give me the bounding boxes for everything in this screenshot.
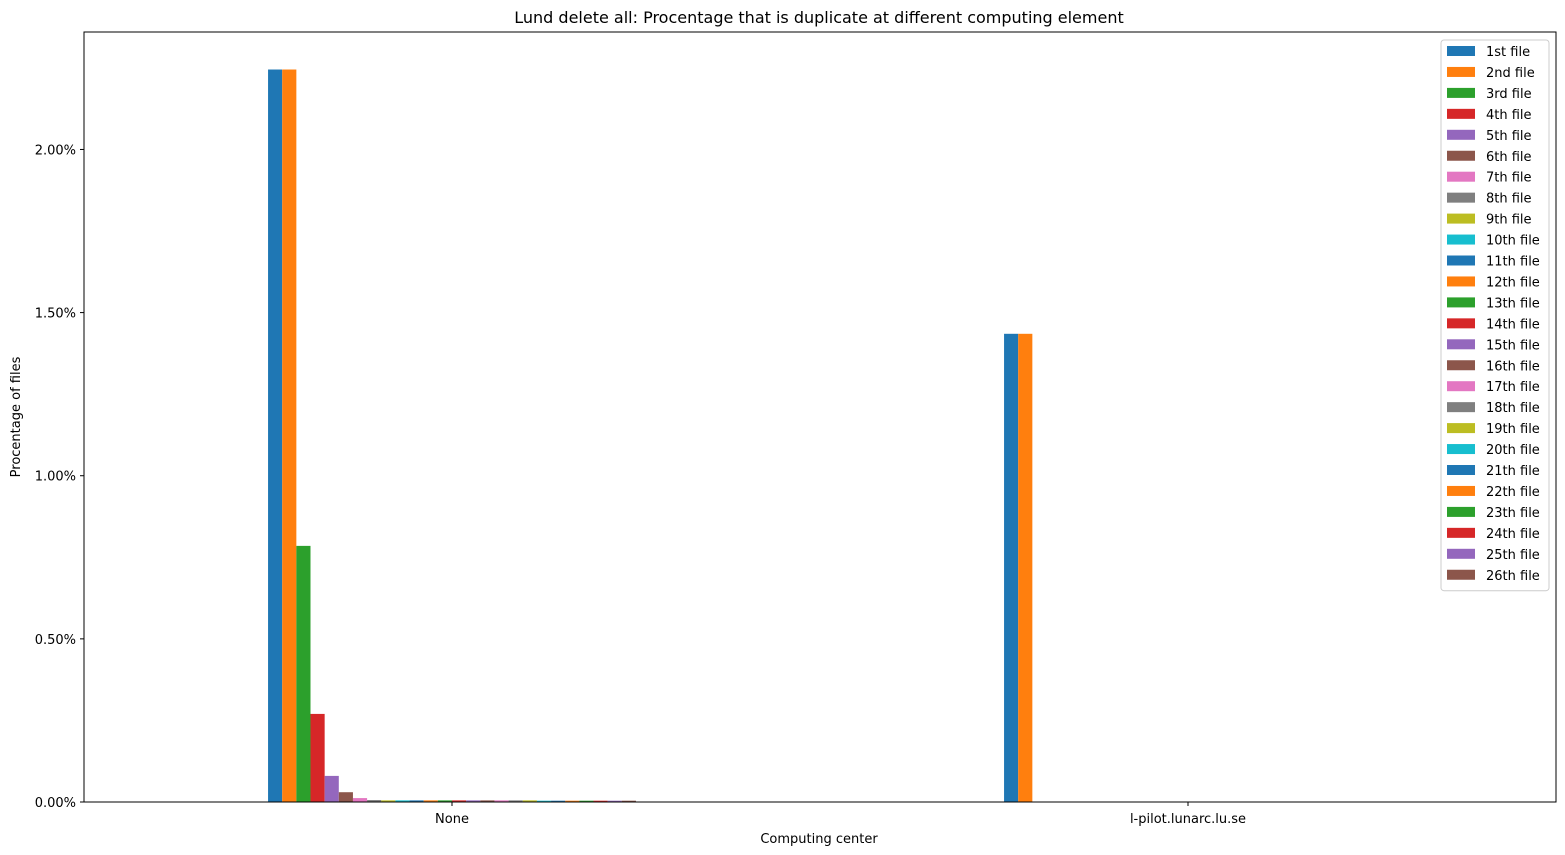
bar	[324, 775, 339, 802]
legend-swatch	[1447, 108, 1475, 119]
legend-swatch	[1447, 87, 1475, 98]
legend-swatch	[1447, 129, 1475, 140]
y-axis-label: Procentage of files	[9, 356, 24, 477]
legend-swatch	[1447, 444, 1475, 455]
legend-swatch	[1447, 318, 1475, 329]
bar	[565, 800, 580, 802]
x-axis-label: Computing center	[760, 832, 878, 847]
legend-label: 5th file	[1486, 129, 1532, 144]
legend-label: 4th file	[1486, 108, 1532, 123]
legend-swatch	[1447, 360, 1475, 371]
legend-swatch	[1447, 569, 1475, 580]
legend-swatch	[1447, 548, 1475, 559]
x-tick-label: None	[435, 812, 469, 827]
legend-swatch	[1447, 506, 1475, 517]
bar	[466, 800, 481, 802]
legend-swatch	[1447, 213, 1475, 224]
bar	[452, 800, 467, 802]
x-axis: None l-pilot.lunarc.lu.se	[435, 802, 1246, 827]
legend-label: 2nd file	[1486, 66, 1535, 81]
legend-label: 14th file	[1486, 317, 1540, 332]
bar	[621, 800, 636, 802]
y-tick-label: 0.50%	[35, 633, 76, 648]
legend-swatch	[1447, 465, 1475, 475]
legend-label: 13th file	[1486, 296, 1540, 311]
legend-label: 24th file	[1486, 527, 1540, 542]
bar	[551, 800, 566, 802]
bar	[381, 800, 396, 802]
legend-swatch	[1447, 527, 1475, 538]
bar	[480, 800, 495, 802]
bar	[579, 800, 594, 802]
y-axis: 0.00% 0.50% 1.00% 1.50% 2.00%	[35, 143, 84, 811]
bar	[352, 798, 368, 802]
legend-label: 18th file	[1486, 401, 1540, 416]
legend-label: 26th file	[1486, 569, 1540, 584]
bar	[1018, 333, 1033, 802]
bar	[536, 800, 552, 802]
legend-label: 8th file	[1486, 192, 1532, 207]
legend-label: 19th file	[1486, 422, 1540, 437]
bar	[437, 800, 452, 802]
legend-label: 9th file	[1486, 213, 1532, 228]
legend-swatch	[1447, 66, 1475, 77]
legend-label: 12th file	[1486, 275, 1540, 290]
bar	[310, 713, 325, 802]
legend-label: 16th file	[1486, 359, 1540, 374]
legend-swatch	[1447, 339, 1475, 350]
legend-swatch	[1447, 423, 1475, 434]
chart-title: Lund delete all: Procentage that is dupl…	[514, 8, 1124, 27]
legend-swatch	[1447, 46, 1475, 56]
legend-swatch	[1447, 381, 1475, 392]
legend-label: 7th file	[1486, 171, 1532, 186]
bar	[282, 69, 297, 802]
legend-swatch	[1447, 402, 1475, 413]
legend-swatch	[1447, 485, 1475, 496]
legend-label: 1st file	[1486, 45, 1530, 60]
plot-frame	[83, 31, 1557, 803]
legend-label: 3rd file	[1486, 87, 1532, 102]
bar	[367, 800, 382, 802]
legend-label: 10th file	[1486, 234, 1540, 249]
legend-swatch	[1447, 171, 1475, 182]
legend-label: 22th file	[1486, 485, 1540, 500]
bar	[593, 800, 608, 802]
legend-label: 21th file	[1486, 464, 1540, 479]
legend-label: 11th file	[1486, 255, 1540, 270]
bar	[395, 800, 410, 802]
bar	[508, 800, 523, 802]
legend-label: 6th file	[1486, 150, 1532, 165]
bars-group	[268, 69, 1033, 802]
legend-label: 17th file	[1486, 380, 1540, 395]
x-tick-label: l-pilot.lunarc.lu.se	[1130, 812, 1246, 827]
legend: 1st file 2nd file 3rd file 4th file 5th file…	[1440, 39, 1550, 592]
y-tick-label: 2.00%	[35, 143, 76, 158]
legend-swatch	[1447, 276, 1475, 287]
bar	[338, 792, 353, 802]
bar	[296, 545, 311, 802]
bar	[409, 800, 424, 802]
y-tick-label: 0.00%	[35, 796, 76, 811]
bar	[494, 800, 509, 802]
legend-label: 23th file	[1486, 506, 1540, 521]
bar	[423, 800, 438, 802]
legend-label: 15th file	[1486, 338, 1540, 353]
y-tick-label: 1.50%	[35, 307, 76, 322]
bar	[522, 800, 537, 802]
y-tick-label: 1.00%	[35, 470, 76, 485]
bar	[268, 69, 283, 802]
legend-swatch	[1447, 150, 1475, 161]
legend-label: 25th file	[1486, 548, 1540, 563]
bar	[1004, 333, 1019, 802]
legend-swatch	[1447, 234, 1475, 245]
legend-label: 20th file	[1486, 443, 1540, 458]
legend-swatch	[1447, 192, 1475, 203]
bar	[607, 800, 622, 802]
legend-swatch	[1447, 297, 1475, 308]
legend-swatch	[1447, 255, 1475, 266]
